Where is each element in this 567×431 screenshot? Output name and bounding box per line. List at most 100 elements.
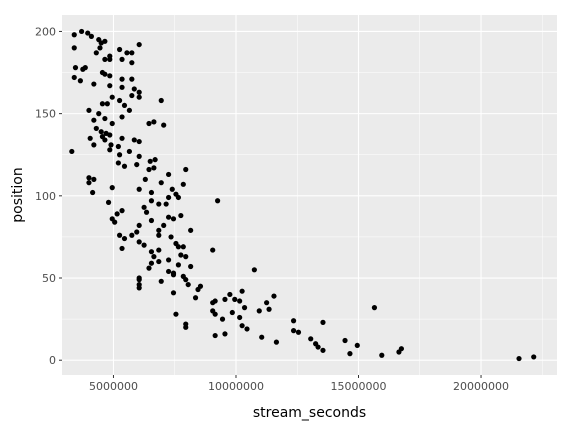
data-point bbox=[355, 343, 360, 348]
data-point bbox=[146, 266, 151, 271]
data-point bbox=[137, 187, 142, 192]
data-point bbox=[230, 310, 235, 315]
data-point bbox=[107, 147, 112, 152]
data-point bbox=[266, 307, 271, 312]
data-point bbox=[156, 201, 161, 206]
data-point bbox=[102, 116, 107, 121]
data-point bbox=[107, 57, 112, 62]
data-point bbox=[161, 123, 166, 128]
data-point bbox=[137, 154, 142, 159]
data-point bbox=[183, 167, 188, 172]
y-tick-label: 0 bbox=[49, 354, 56, 367]
data-point bbox=[186, 282, 191, 287]
data-point bbox=[137, 90, 142, 95]
data-point bbox=[129, 60, 134, 65]
data-point bbox=[90, 190, 95, 195]
data-point bbox=[181, 182, 186, 187]
data-point bbox=[116, 144, 121, 149]
data-point bbox=[137, 239, 142, 244]
data-point bbox=[127, 149, 132, 154]
data-point bbox=[89, 34, 94, 39]
data-point bbox=[124, 50, 129, 55]
data-point bbox=[213, 312, 218, 317]
data-point bbox=[96, 111, 101, 116]
data-point bbox=[102, 137, 107, 142]
data-point bbox=[110, 121, 115, 126]
data-point bbox=[108, 142, 113, 147]
data-point bbox=[166, 269, 171, 274]
data-point bbox=[72, 45, 77, 50]
data-point bbox=[141, 243, 146, 248]
data-point bbox=[183, 325, 188, 330]
data-point bbox=[399, 346, 404, 351]
data-point bbox=[183, 254, 188, 259]
data-point bbox=[102, 57, 107, 62]
data-point bbox=[69, 149, 74, 154]
data-point bbox=[79, 29, 84, 34]
data-point bbox=[149, 190, 154, 195]
data-point bbox=[144, 210, 149, 215]
data-point bbox=[271, 293, 276, 298]
data-point bbox=[296, 330, 301, 335]
data-point bbox=[137, 275, 142, 280]
data-point bbox=[117, 152, 122, 157]
data-point bbox=[146, 167, 151, 172]
data-point bbox=[159, 98, 164, 103]
data-point bbox=[188, 264, 193, 269]
data-point bbox=[94, 126, 99, 131]
data-point bbox=[178, 252, 183, 257]
data-point bbox=[72, 32, 77, 37]
data-point bbox=[117, 233, 122, 238]
data-point bbox=[531, 354, 536, 359]
data-point bbox=[516, 356, 521, 361]
data-point bbox=[372, 305, 377, 310]
data-point bbox=[227, 292, 232, 297]
data-point bbox=[151, 119, 156, 124]
data-point bbox=[94, 50, 99, 55]
data-point bbox=[137, 139, 142, 144]
data-point bbox=[237, 298, 242, 303]
data-point bbox=[173, 312, 178, 317]
data-point bbox=[151, 254, 156, 259]
data-point bbox=[166, 195, 171, 200]
data-point bbox=[159, 279, 164, 284]
data-point bbox=[117, 98, 122, 103]
data-point bbox=[320, 348, 325, 353]
data-point bbox=[105, 101, 110, 106]
data-point bbox=[86, 108, 91, 113]
x-axis-title: stream_seconds bbox=[253, 405, 366, 421]
data-point bbox=[119, 208, 124, 213]
data-point bbox=[91, 142, 96, 147]
data-point bbox=[134, 229, 139, 234]
data-point bbox=[188, 228, 193, 233]
data-point bbox=[168, 234, 173, 239]
data-point bbox=[83, 65, 88, 70]
data-point bbox=[171, 290, 176, 295]
data-point bbox=[220, 317, 225, 322]
data-point bbox=[143, 177, 148, 182]
data-point bbox=[379, 353, 384, 358]
data-point bbox=[107, 132, 112, 137]
y-axis-title: position bbox=[10, 167, 26, 222]
data-point bbox=[176, 262, 181, 267]
data-point bbox=[222, 297, 227, 302]
data-point bbox=[193, 295, 198, 300]
data-point bbox=[240, 323, 245, 328]
data-point bbox=[78, 78, 83, 83]
data-point bbox=[129, 77, 134, 82]
data-point bbox=[213, 333, 218, 338]
data-point bbox=[291, 328, 296, 333]
data-point bbox=[237, 315, 242, 320]
data-point bbox=[156, 247, 161, 252]
data-point bbox=[86, 180, 91, 185]
data-point bbox=[72, 75, 77, 80]
plot-panel bbox=[62, 15, 557, 375]
data-point bbox=[156, 228, 161, 233]
data-point bbox=[170, 187, 175, 192]
data-point bbox=[244, 326, 249, 331]
data-point bbox=[156, 233, 161, 238]
y-tick-label: 100 bbox=[35, 190, 56, 203]
data-point bbox=[166, 257, 171, 262]
data-point bbox=[213, 298, 218, 303]
data-point bbox=[110, 95, 115, 100]
